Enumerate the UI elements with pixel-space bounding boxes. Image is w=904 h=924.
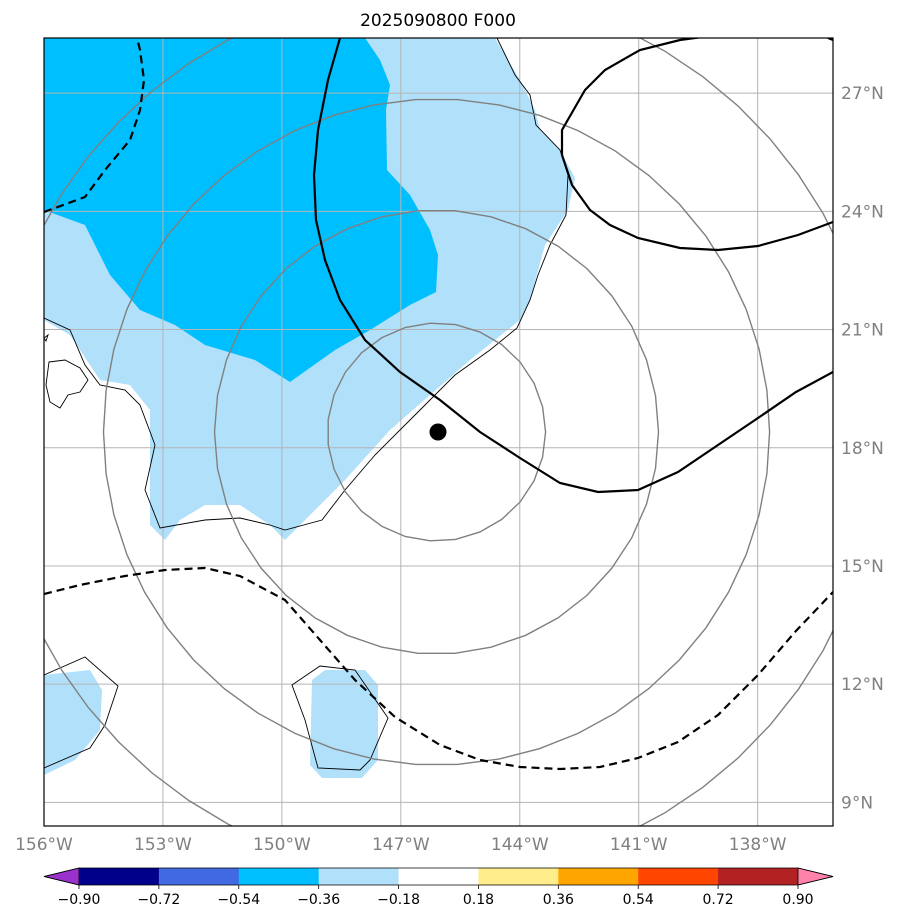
colorbar-segment: [638, 868, 719, 885]
colorbar-segment: [558, 868, 639, 885]
range-rings: [44, 38, 833, 826]
range-ring: [102, 98, 771, 766]
lat-tick-label: 27°N: [841, 84, 884, 104]
lon-tick-label: 150°W: [253, 835, 311, 855]
colorbar-segment: [158, 868, 240, 885]
map-title: 2025090800 F000: [360, 11, 516, 31]
lat-tick-label: 24°N: [841, 202, 884, 222]
colorbar-extend-high: [797, 867, 834, 886]
lon-tick-label: 153°W: [134, 835, 192, 855]
colorbar-segment: [79, 868, 160, 885]
colorbar-segment: [478, 868, 559, 885]
lat-tick-label: 21°N: [841, 321, 884, 341]
colorbar-level-label: −0.90: [58, 892, 101, 908]
colorbar-extend-low: [43, 867, 80, 886]
colorbar: [43, 867, 834, 889]
colorbar-level-label: 0.18: [463, 892, 494, 908]
colorbar-level-label: 0.54: [623, 892, 654, 908]
colorbar-level-label: 0.90: [782, 892, 813, 908]
shade-light-blue-island: [310, 670, 378, 778]
colorbar-level-label: −0.36: [297, 892, 340, 908]
range-ring: [327, 322, 547, 542]
lon-tick-label: 138°W: [729, 835, 787, 855]
lat-tick-label: 9°N: [841, 793, 873, 813]
colorbar-level-label: −0.72: [137, 892, 180, 908]
storm-center-marker: [429, 423, 447, 441]
range-ring: [44, 38, 833, 826]
gridlines: [44, 38, 833, 826]
colorbar-level-label: 0.36: [543, 892, 574, 908]
lon-tick-label: 147°W: [372, 835, 430, 855]
colorbar-level-label: −0.54: [217, 892, 260, 908]
range-ring: [213, 209, 660, 654]
shade-light-blue-sw: [44, 670, 102, 775]
colorbar-labels: −0.90 −0.72 −0.54 −0.36 −0.18 0.18 0.36 0.54 0.7…: [58, 892, 814, 908]
lon-tick-label: 156°W: [15, 835, 73, 855]
dashed-contours: [44, 38, 833, 771]
colorbar-segment: [398, 868, 479, 885]
colorbar-segment: [318, 868, 400, 885]
colorbar-segment: [238, 868, 320, 885]
map-frame: [43, 37, 834, 827]
longitude-labels: 156°W 153°W 150°W 147°W 144°W 141°W 138°W: [15, 835, 787, 855]
colorbar-segment: [718, 868, 799, 885]
colorbar-level-label: 0.72: [703, 892, 734, 908]
lon-tick-label: 141°W: [610, 835, 668, 855]
lat-tick-label: 12°N: [841, 675, 884, 695]
colorbar-level-label: −0.18: [377, 892, 420, 908]
latitude-labels: 9°N 12°N 15°N 18°N 21°N 24°N 27°N: [841, 84, 884, 813]
lat-tick-label: 15°N: [841, 557, 884, 577]
lat-tick-label: 18°N: [841, 439, 884, 459]
lon-tick-label: 144°W: [491, 835, 549, 855]
map-area: [44, 38, 833, 826]
